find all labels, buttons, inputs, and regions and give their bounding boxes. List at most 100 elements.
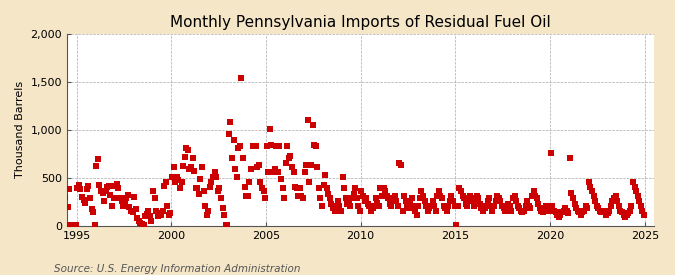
Point (259, 189, 269, 194)
Point (301, 163, 312, 168)
Point (138, 223, 149, 227)
Point (196, 165, 207, 170)
Point (350, 186, 360, 191)
Point (332, 199, 343, 203)
Point (446, 194, 457, 198)
Point (190, 186, 201, 191)
Point (111, 182, 122, 186)
Point (246, 167, 256, 172)
Point (568, 196, 578, 200)
Point (195, 177, 206, 181)
Point (552, 213, 563, 218)
Point (588, 194, 599, 198)
Point (255, 180, 266, 184)
Point (635, 204, 646, 208)
Point (421, 204, 431, 208)
Point (512, 204, 523, 208)
Point (69, 223, 80, 228)
Point (610, 194, 621, 198)
Point (456, 189, 466, 194)
Point (220, 223, 231, 228)
Point (273, 170, 284, 174)
Point (274, 144, 285, 148)
Point (242, 194, 253, 198)
Point (607, 199, 618, 203)
Point (539, 208, 550, 213)
Point (353, 204, 364, 208)
Point (387, 196, 398, 200)
Point (77, 195, 88, 199)
Point (107, 204, 117, 208)
Point (140, 214, 151, 219)
Point (342, 202, 352, 206)
Point (490, 199, 501, 203)
Point (232, 175, 242, 179)
Point (576, 213, 587, 218)
Point (102, 184, 113, 189)
Point (437, 196, 448, 200)
Title: Monthly Pennsylvania Imports of Residual Fuel Oil: Monthly Pennsylvania Imports of Residual… (170, 15, 551, 30)
Point (200, 204, 211, 208)
Point (460, 202, 471, 206)
Point (327, 205, 338, 210)
Point (476, 205, 487, 210)
Point (558, 208, 569, 213)
Point (265, 127, 275, 131)
Point (449, 204, 460, 208)
Point (290, 184, 300, 189)
Point (182, 148, 193, 152)
Point (318, 182, 329, 187)
Point (630, 189, 641, 194)
Point (425, 204, 436, 208)
Point (307, 123, 318, 127)
Point (394, 160, 405, 165)
Point (175, 186, 186, 191)
Point (574, 210, 585, 215)
Point (236, 76, 247, 80)
Point (308, 143, 319, 147)
Point (94, 182, 105, 187)
Point (134, 218, 144, 223)
Point (186, 165, 196, 170)
Point (372, 201, 383, 205)
Point (116, 199, 127, 203)
Point (479, 205, 490, 210)
Point (400, 199, 411, 203)
Point (351, 196, 362, 200)
Point (159, 183, 169, 188)
Point (615, 208, 626, 213)
Point (103, 183, 114, 188)
Point (520, 204, 531, 208)
Point (389, 194, 400, 198)
Point (438, 204, 449, 208)
Point (53, 118, 63, 123)
Point (346, 196, 357, 200)
Point (263, 170, 274, 174)
Point (502, 205, 512, 210)
Point (595, 208, 605, 213)
Point (609, 196, 620, 200)
Point (381, 194, 392, 198)
Point (522, 199, 533, 203)
Point (410, 208, 421, 213)
Point (256, 186, 267, 191)
Point (457, 194, 468, 198)
Point (306, 163, 317, 168)
Point (629, 184, 640, 189)
Point (97, 191, 108, 196)
Y-axis label: Thousand Barrels: Thousand Barrels (15, 81, 25, 178)
Point (59, 195, 70, 199)
Point (380, 189, 391, 194)
Point (517, 210, 528, 215)
Point (632, 194, 643, 198)
Point (489, 204, 500, 208)
Point (192, 186, 202, 191)
Point (91, 164, 102, 169)
Point (468, 204, 479, 208)
Point (587, 189, 597, 194)
Point (493, 196, 504, 200)
Point (623, 211, 634, 216)
Point (167, 175, 178, 179)
Point (408, 204, 419, 208)
Point (356, 189, 367, 194)
